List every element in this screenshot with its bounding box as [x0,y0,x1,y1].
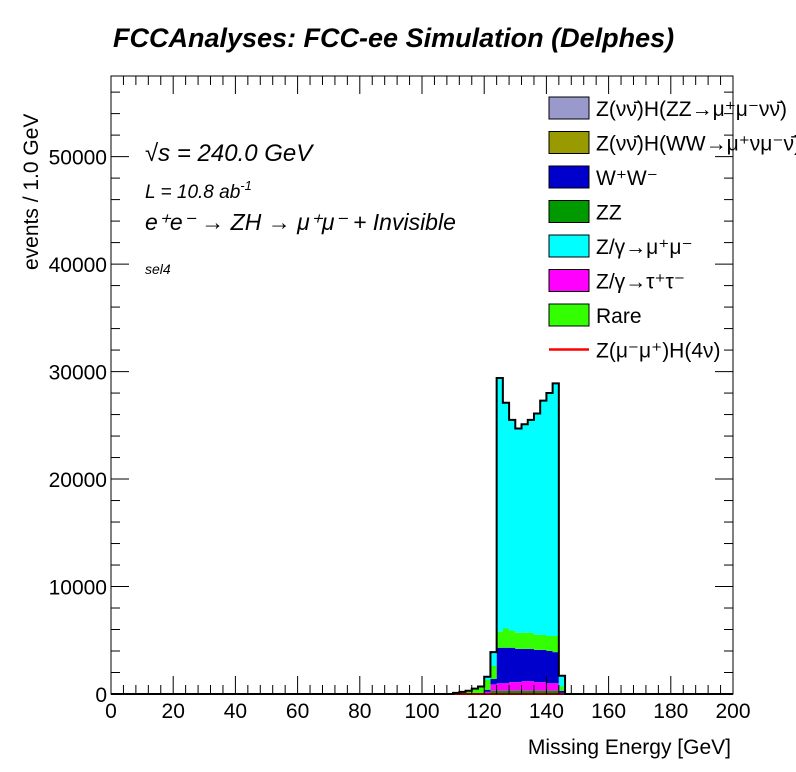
legend-swatch [548,234,590,258]
legend-swatch [548,269,590,292]
x-tick-label: 40 [224,700,247,723]
legend-label: Z(νν̄)H(ZZ→μ⁺μ⁻νν̄) [596,98,787,121]
y-tick-label: 50000 [49,147,107,170]
x-tick-label: 160 [591,700,626,723]
legend-swatch [548,96,590,120]
x-axis-ticks: 0 20 40 60 80 100 120 140 160 180 200 [105,76,751,723]
chart-title: FCCAnalyses: FCC-ee Simulation (Delphes) [113,23,674,53]
legend-swatch [548,165,590,189]
x-tick-label: 20 [162,700,185,723]
x-tick-label: 100 [404,700,439,723]
x-tick-label: 0 [105,700,117,723]
stack-area-4 [434,378,572,694]
x-tick-label: 60 [286,700,309,723]
energy-annotation: √s = 240.0 GeV [145,140,314,167]
x-tick-label: 80 [348,700,371,723]
legend-label: Rare [596,305,642,328]
legend-label: Z/γ→τ⁺τ⁻ [596,271,685,294]
x-tick-label: 120 [467,700,502,723]
legend: Z(νν̄)H(ZZ→μ⁺μ⁻νν̄) Z(νν̄)H(WW→μ⁺νμ⁻ν̄) W⁺… [548,96,796,363]
legend-label: Z/γ→μ⁺μ⁻ [596,236,693,259]
legend-swatch [548,200,590,223]
stack-area-1 [434,681,572,694]
y-tick-label: 30000 [49,362,107,385]
legend-swatch [548,131,590,154]
legend-label: Z(μ⁻μ⁺)H(4ν) [596,340,721,363]
legend-label: ZZ [596,202,622,225]
x-axis-label: Missing Energy [GeV] [528,736,731,759]
process-annotation: e⁺e⁻ → ZH → μ⁺μ⁻ + Invisible [145,209,456,235]
lumi-annotation: L = 10.8 ab-1 [145,178,252,203]
stack-area-2 [434,647,572,694]
y-tick-label: 40000 [49,254,107,277]
x-tick-label: 200 [715,700,750,723]
stack-area-3 [434,628,572,694]
plot-frame-bg [111,76,733,694]
y-axis-ticks: 0 10000 20000 30000 40000 50000 [49,91,733,707]
x-tick-label: 180 [653,700,688,723]
legend-label: W⁺W⁻ [596,167,658,190]
y-tick-label: 0 [95,684,107,707]
selection-annotation: sel4 [145,261,171,277]
legend-label: Z(νν̄)H(WW→μ⁺νμ⁻ν̄) [596,133,796,156]
stack-layer [434,378,572,694]
x-tick-label: 140 [529,700,564,723]
y-tick-label: 10000 [49,577,107,600]
stack-outline [111,377,733,695]
legend-swatch [548,303,590,327]
y-axis-label: events / 1.0 GeV [20,114,43,270]
y-tick-label: 20000 [49,469,107,492]
